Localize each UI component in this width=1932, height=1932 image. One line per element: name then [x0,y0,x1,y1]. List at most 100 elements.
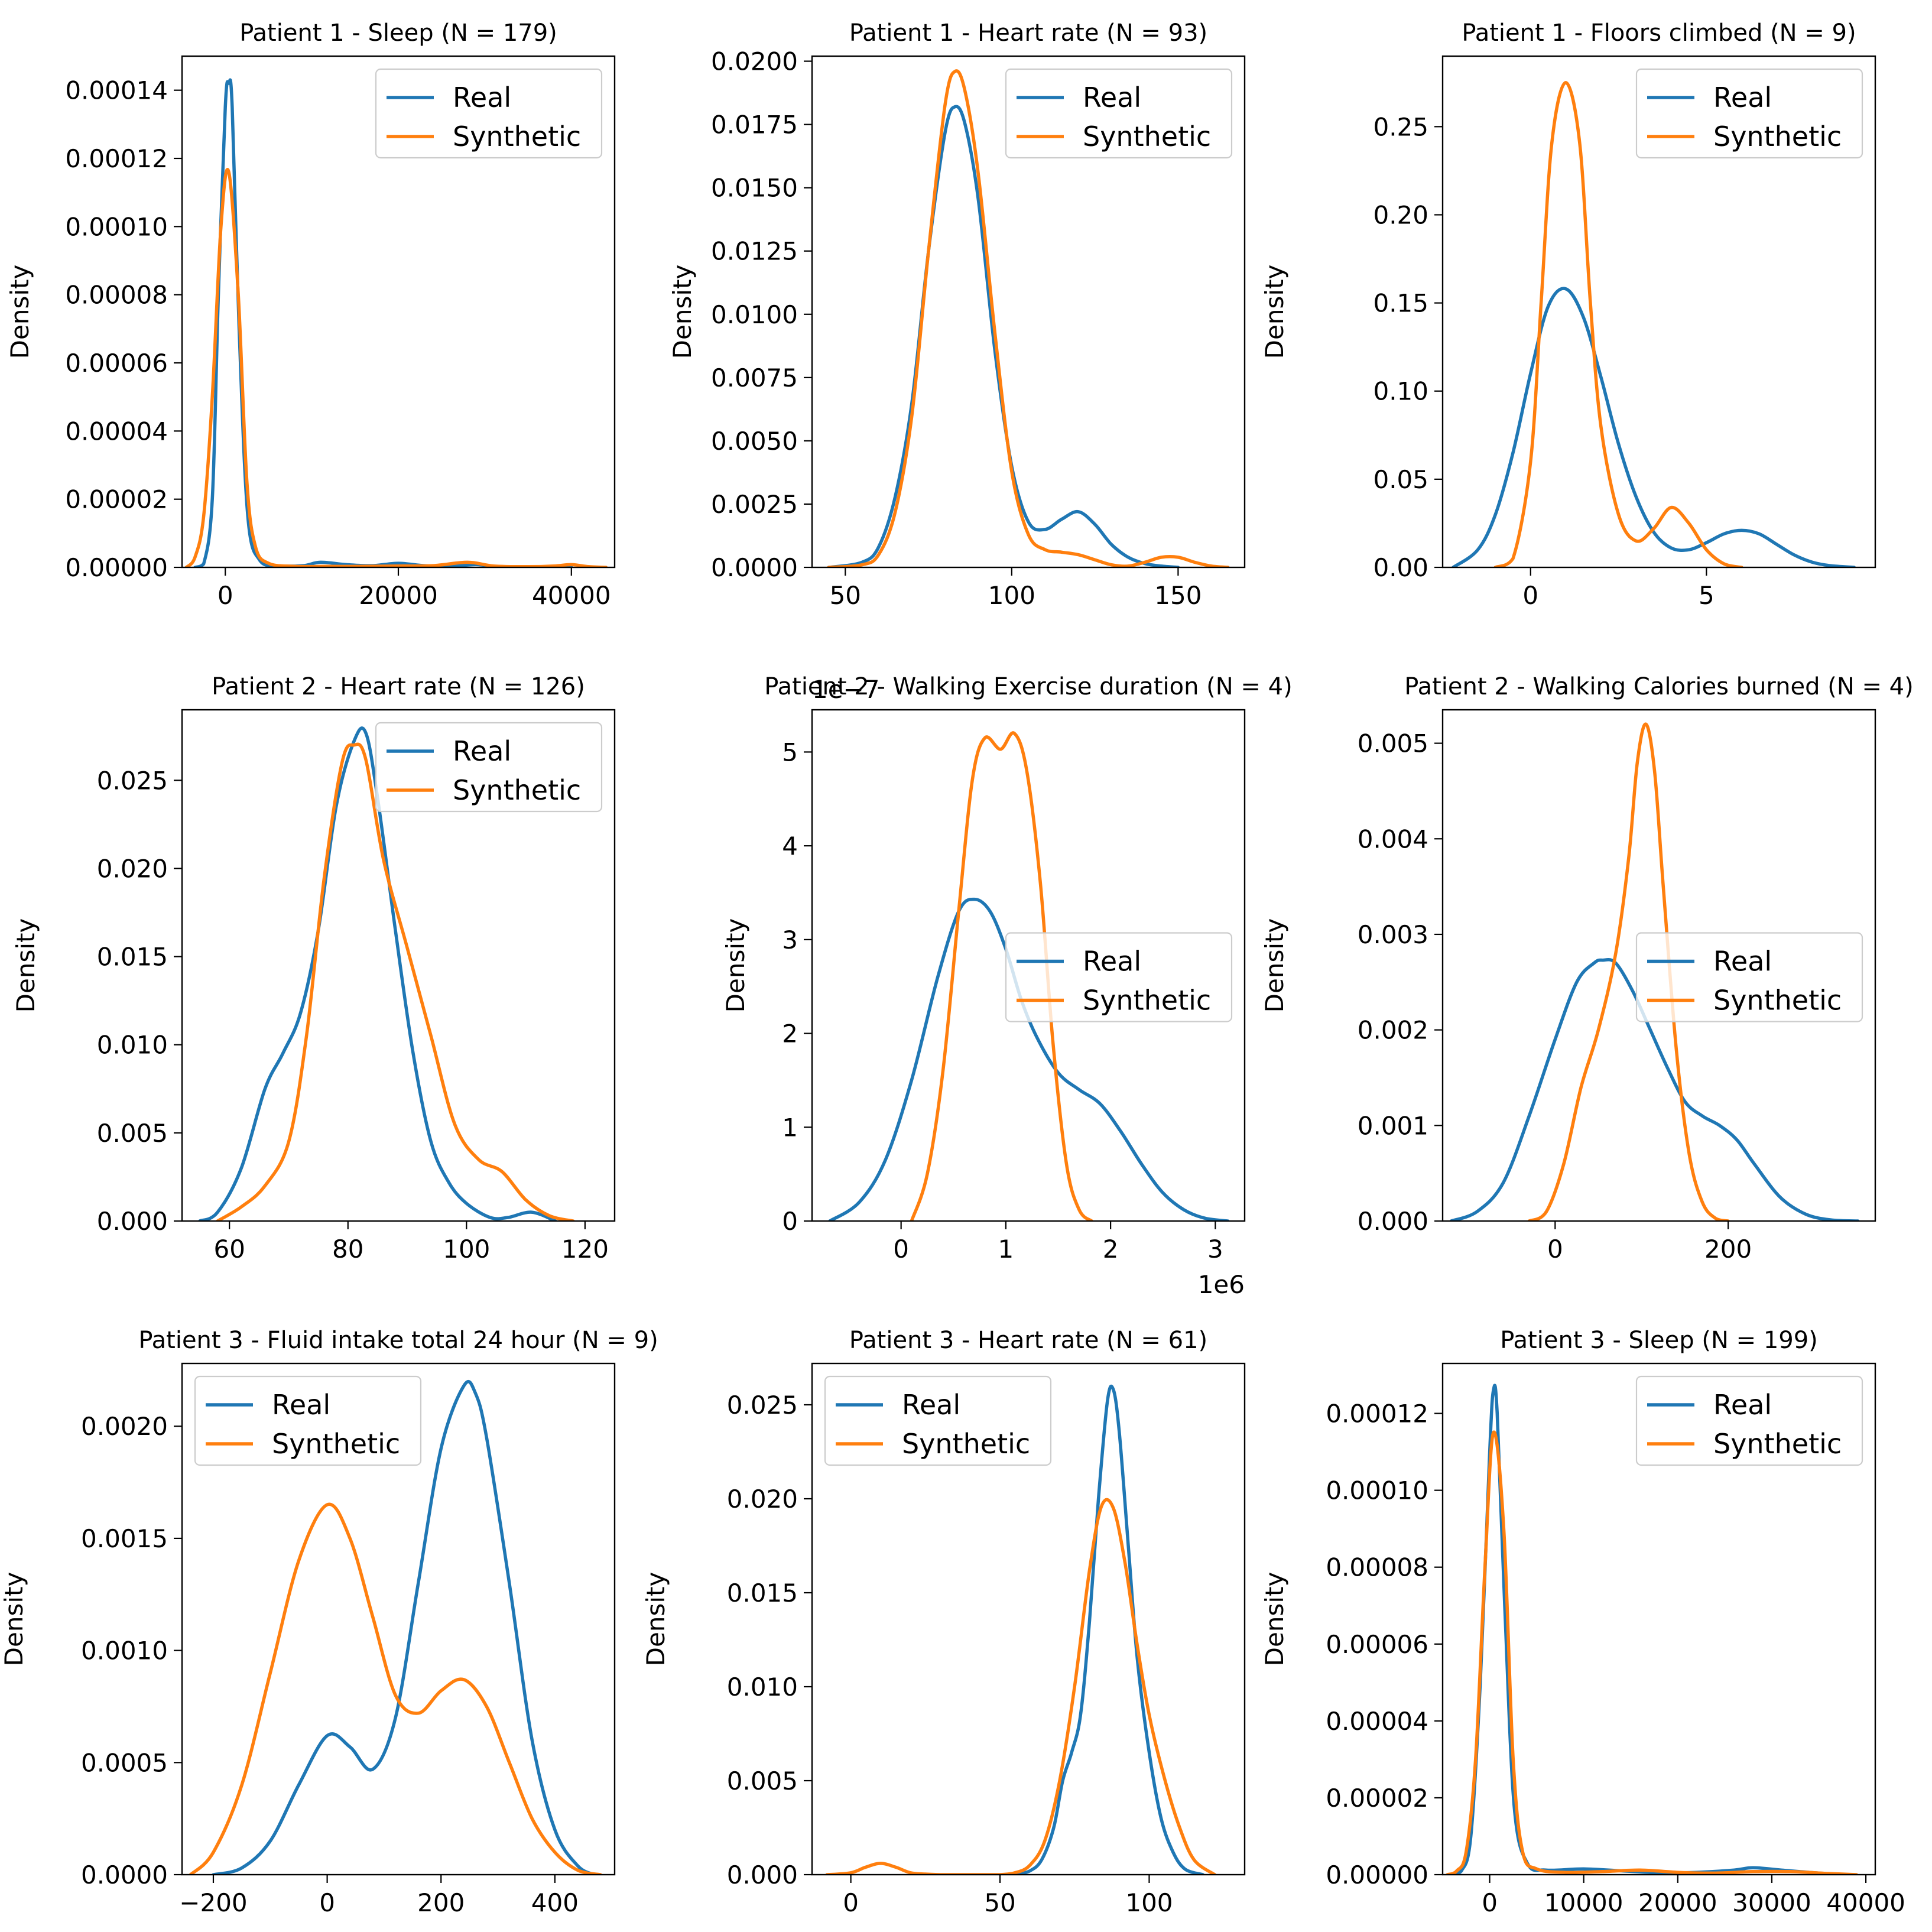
y-tick-label: 0.00014 [65,76,168,105]
plot-frame [1441,55,1876,569]
panel-title: Patient 1 - Heart rate (N = 93) [849,20,1207,47]
y-tick-label: 3 [782,926,798,954]
y-axis-label: Density [5,265,34,359]
y-tick-label: 0.015 [97,943,168,972]
x-tick-label: 0 [1482,1888,1498,1917]
y-tick-label: 0.000 [1358,1207,1428,1236]
series-line-real [1452,287,1856,567]
legend: Real Synthetic [1635,932,1863,1022]
y-tick-label: 0.001 [1358,1111,1428,1140]
series-line-synthetic [184,168,608,567]
plot-frame [811,55,1246,569]
plot-frame [1441,709,1876,1222]
panel-title: Patient 3 - Heart rate (N = 61) [849,1327,1207,1354]
x-tick-label: 150 [1154,581,1202,610]
y-tick-label: 0.00 [1373,553,1428,582]
x-tick-label: 80 [332,1235,363,1264]
y-tick-label: 0.00006 [1326,1630,1428,1659]
series-line-synthetic [910,731,1093,1221]
y-tick-label: 0.00002 [1326,1784,1428,1813]
y-tick-label: 0.0010 [81,1636,168,1665]
y-tick-label: 0.00012 [1326,1400,1428,1428]
series-line-real [827,105,1180,567]
y-tick-label: 0.15 [1373,289,1428,318]
y-tick-label: 0.0125 [711,237,798,266]
legend-label-real: Real [1083,82,1141,113]
y-tick-label: 0.0050 [711,427,798,456]
x-tick-label: 0 [1547,1235,1563,1264]
legend: Real Synthetic [824,1375,1052,1466]
y-tick-label: 0.00008 [1326,1553,1428,1582]
y-tick-label: 0.005 [97,1119,168,1148]
y-axis-label: Density [721,918,750,1013]
x-tick-label: 0 [319,1888,335,1917]
legend-label-real: Real [1083,946,1141,978]
series-line-synthetic [1446,1430,1858,1875]
y-tick-label: 0.025 [97,766,168,795]
legend-label-synthetic: Synthetic [1083,985,1211,1017]
x-tick-label: 100 [443,1235,490,1264]
legend-label-synthetic: Synthetic [902,1428,1030,1460]
x-tick-label: 50 [830,581,861,610]
x-tick-label: 100 [1125,1888,1173,1917]
series-line-real [1013,1384,1205,1875]
y-tick-label: 0.0100 [711,300,798,329]
x-tick-label: 40000 [1826,1888,1905,1917]
y-tick-label: 0.002 [1358,1016,1428,1045]
panel-title: Patient 1 - Sleep (N = 179) [239,20,557,47]
legend: Real Synthetic [1635,68,1863,159]
x-tick-label: 0 [843,1888,859,1917]
panel-1: Patient 1 - Sleep (N = 179) 0 20000 40000 0.… [5,20,616,610]
y-axis-label: Density [1260,1572,1289,1667]
panel-6: Patient 2 - Walking Calories burned (N =… [1260,673,1914,1264]
panel-4: Patient 2 - Heart rate (N = 126) 60 80 100 1… [11,673,616,1264]
y-tick-label: 0.00010 [65,212,168,241]
y-tick-label: 0.0075 [711,363,798,392]
y-axis-label: Density [1260,918,1289,1013]
y-tick-label: 0.00010 [1326,1476,1428,1505]
y-axis-label: Density [641,1572,670,1667]
x-tick-label: 0 [1522,581,1538,610]
y-tick-label: 0.0015 [81,1524,168,1553]
panel-3: Patient 1 - Floors climbed (N = 9) 0 5 0.00… [1260,20,1876,610]
x-tick-label: 1 [998,1235,1014,1264]
x-tick-label: 10000 [1544,1888,1623,1917]
panel-title: Patient 3 - Fluid intake total 24 hour (… [138,1327,658,1354]
series-line-synthetic [216,742,575,1221]
x-tick-label: 200 [1704,1235,1752,1264]
x-tick-label: 200 [417,1888,465,1917]
y-tick-label: 0.020 [727,1485,798,1514]
y-tick-label: 0.0175 [711,111,798,139]
y-axis-label: Density [11,918,40,1013]
series-line-synthetic [1493,80,1743,567]
legend-label-real: Real [902,1389,960,1421]
legend-label-real: Real [1713,1389,1772,1421]
panel-7: Patient 3 - Fluid intake total 24 hour (… [0,1327,658,1917]
x-tick-label: 20000 [1638,1888,1717,1917]
legend-label-real: Real [1713,82,1772,113]
y-tick-label: 0.00012 [65,144,168,173]
x-tick-label: −200 [179,1888,247,1917]
y-tick-label: 0 [782,1207,798,1236]
y-axis-label: Density [1260,265,1289,359]
legend-label-real: Real [272,1389,330,1421]
y-tick-label: 0.025 [727,1391,798,1420]
legend: Real Synthetic [375,68,603,159]
plot-frame [811,1362,1246,1876]
y-tick-label: 0.020 [97,854,168,883]
x-offset-label: 1e6 [1198,1270,1245,1299]
y-tick-label: 0.20 [1373,200,1428,229]
y-tick-label: 0.003 [1358,920,1428,949]
y-tick-label: 0.015 [727,1579,798,1608]
legend-label-synthetic: Synthetic [1713,121,1842,152]
y-tick-label: 4 [782,832,798,861]
y-tick-label: 0.010 [727,1673,798,1702]
y-tick-label: 5 [782,738,798,767]
y-tick-label: 2 [782,1019,798,1048]
x-tick-label: 0 [893,1235,909,1264]
x-tick-label: 50 [984,1888,1015,1917]
y-tick-label: 0.000 [97,1207,168,1236]
y-tick-label: 0.0000 [711,553,798,582]
legend: Real Synthetic [1635,1375,1863,1466]
y-tick-label: 0.00000 [1326,1860,1428,1889]
